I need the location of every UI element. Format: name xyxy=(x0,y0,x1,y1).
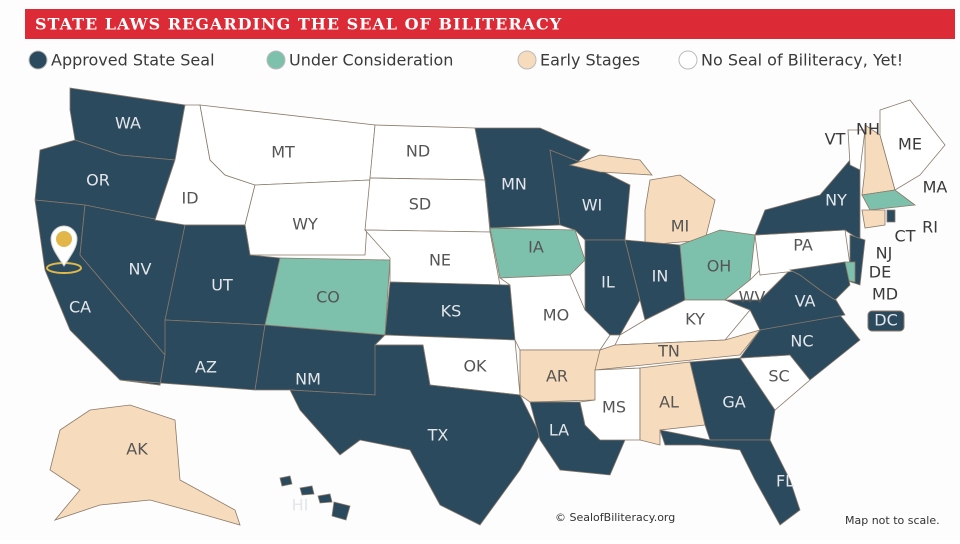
state-shape xyxy=(788,261,851,301)
state-label: WV xyxy=(739,288,766,307)
credit: © SealofBiliteracy.org xyxy=(555,511,675,524)
state-label: VT xyxy=(825,130,846,149)
state-label: AK xyxy=(126,440,148,459)
state-label: WY xyxy=(292,215,318,234)
state-label: NY xyxy=(825,191,847,210)
state-label: KS xyxy=(441,302,462,321)
state-label: IN xyxy=(652,267,669,286)
state-label: MS xyxy=(602,398,626,417)
legend-label: No Seal of Biliteracy, Yet! xyxy=(701,51,903,70)
legend-swatch xyxy=(28,50,48,70)
state-label: IA xyxy=(528,238,544,257)
state-label: AZ xyxy=(195,358,217,377)
state-shape xyxy=(489,227,586,279)
state-label: NM xyxy=(295,370,321,389)
state-label: WI xyxy=(582,196,603,215)
legend-label: Approved State Seal xyxy=(51,51,215,70)
state-label: ID xyxy=(181,189,198,208)
state-label: MT xyxy=(271,143,295,162)
state-label: WA xyxy=(115,114,141,133)
state-label: LA xyxy=(549,421,569,440)
scale-note: Map not to scale. xyxy=(845,514,940,527)
legend-label: Early Stages xyxy=(540,51,640,70)
state-shape xyxy=(861,189,917,211)
title-bar xyxy=(25,9,955,39)
state-label: OK xyxy=(463,357,487,376)
pin-seal xyxy=(56,231,72,247)
state-label: NH xyxy=(856,120,880,139)
state-shape xyxy=(331,501,351,521)
state-shape xyxy=(279,475,293,487)
state-label: ND xyxy=(406,142,430,161)
state-label: MO xyxy=(543,306,569,325)
state-shape xyxy=(49,404,241,526)
state-shape xyxy=(519,349,601,403)
state-label: CT xyxy=(895,227,916,246)
state-label: MA xyxy=(923,178,948,197)
state-shape xyxy=(659,429,801,526)
ca-pin xyxy=(46,225,82,274)
state-label: NC xyxy=(790,332,813,351)
state-label: ME xyxy=(898,135,922,154)
state-shape xyxy=(861,209,886,229)
state-label: NV xyxy=(129,260,152,279)
state-label: FL xyxy=(776,472,794,491)
state-label: VA xyxy=(795,292,816,311)
state-label: MI xyxy=(671,217,690,236)
state-label: DC xyxy=(874,311,898,330)
state-shape xyxy=(289,344,541,526)
dc-box xyxy=(867,310,905,332)
state-shape xyxy=(317,493,333,504)
state-label: SD xyxy=(409,195,431,214)
state-label: OH xyxy=(707,257,732,276)
state-label: CA xyxy=(69,298,91,317)
legend-swatch xyxy=(266,50,286,70)
legend: Approved State Seal Under Consideration Ea… xyxy=(28,50,903,70)
state-label: MN xyxy=(501,175,527,194)
state-label: RI xyxy=(922,218,938,237)
state-label: CO xyxy=(316,288,340,307)
state-label: TX xyxy=(427,426,449,445)
state-shape xyxy=(847,129,866,171)
state-shape xyxy=(244,179,371,256)
state-label: SC xyxy=(768,367,789,386)
state-label: AR xyxy=(546,367,568,386)
state-shape xyxy=(879,99,946,191)
state-label: NJ xyxy=(876,244,893,263)
state-shape xyxy=(299,485,315,496)
state-label: PA xyxy=(793,236,813,255)
state-shape xyxy=(754,159,861,241)
state-label: TN xyxy=(657,342,680,361)
state-label: AL xyxy=(659,393,679,412)
title: STATE LAWS REGARDING THE SEAL OF BILITER… xyxy=(35,15,562,34)
state-label: UT xyxy=(211,276,233,295)
state-label: NE xyxy=(429,251,451,270)
state-label: OR xyxy=(86,171,110,190)
state-label: MD xyxy=(872,285,898,304)
legend-swatch xyxy=(678,50,698,70)
state-shape xyxy=(568,154,653,176)
legend-label: Under Consideration xyxy=(289,51,453,70)
state-label: IL xyxy=(601,273,615,292)
state-label: KY xyxy=(685,310,705,329)
state-label: GA xyxy=(722,393,745,412)
state-label: HI xyxy=(292,496,309,515)
state-label: DE xyxy=(869,263,891,282)
state-labels: WA OR CA NV ID MT WY UT CO AZ NM ND SD NE KS OK TX MN IA MO… xyxy=(69,114,947,515)
legend-swatch xyxy=(517,50,537,70)
state-shape xyxy=(886,209,896,223)
